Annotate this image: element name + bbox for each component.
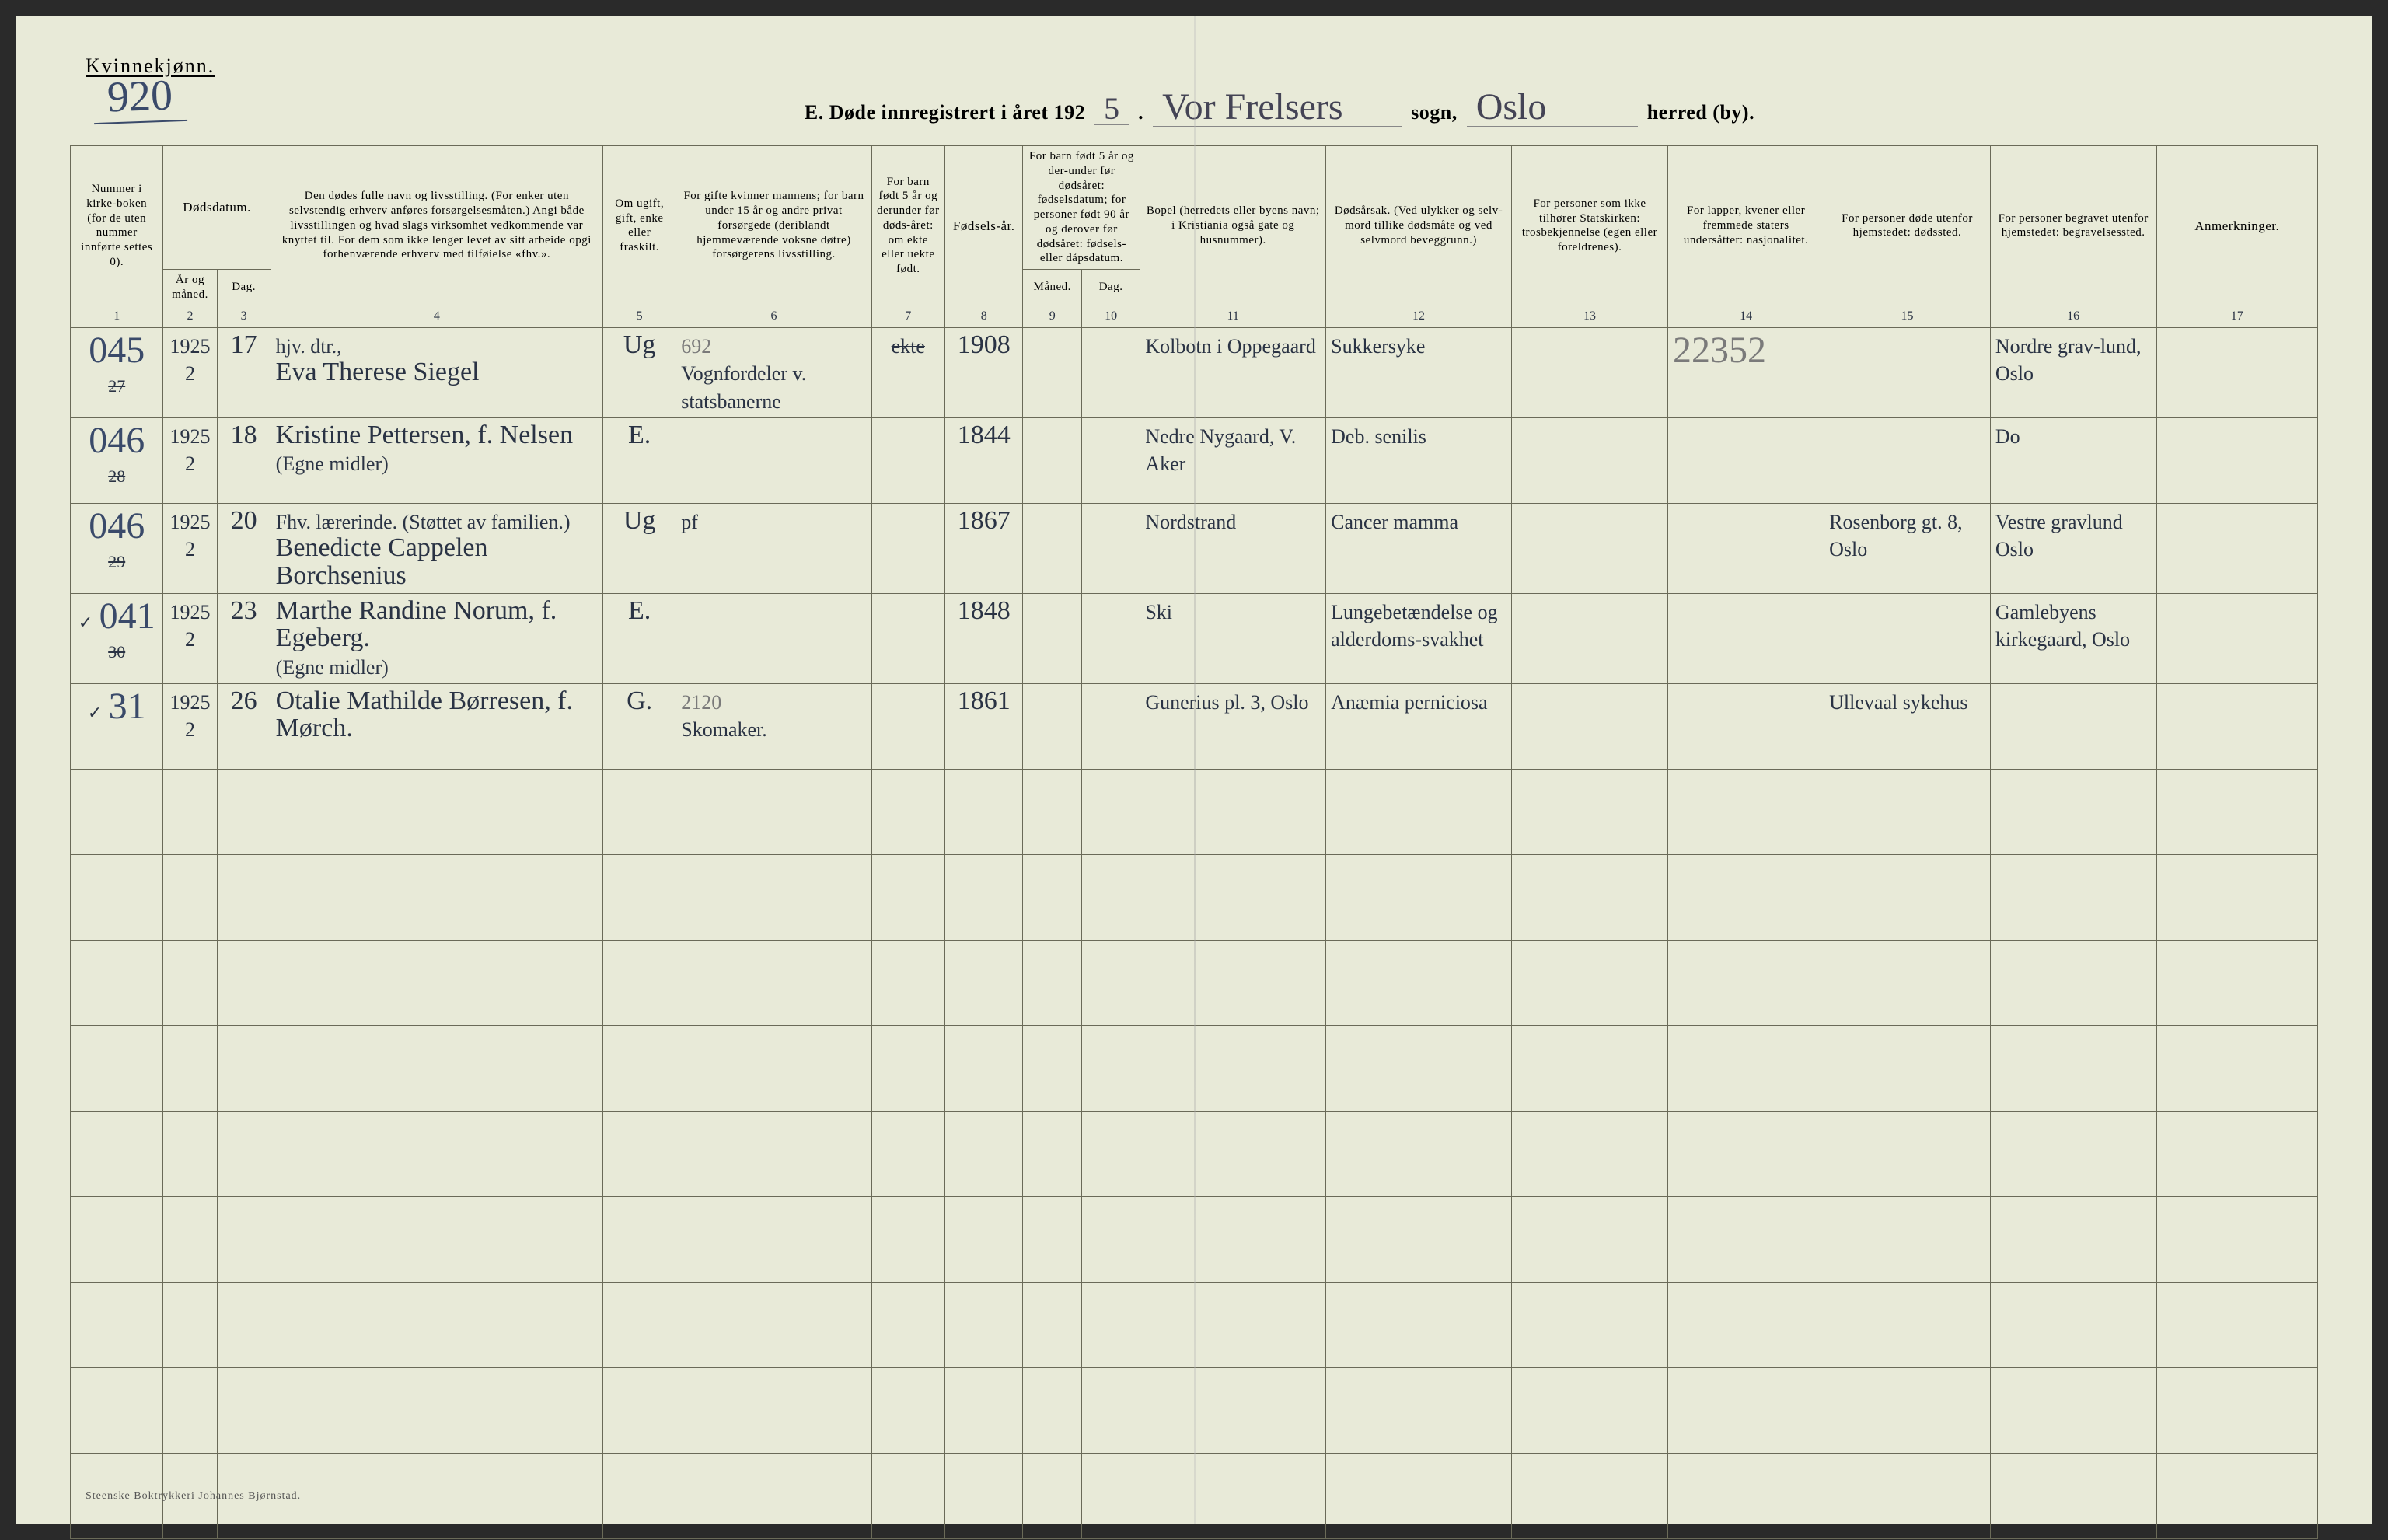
page-number: 920 (93, 70, 187, 124)
col-9b: Dag. (1081, 270, 1140, 306)
table-row (71, 1453, 2318, 1538)
col-16: For personer begravet utenfor hjemstedet… (1990, 146, 2156, 306)
col-4: Den dødes fulle navn og livsstilling. (F… (271, 146, 602, 306)
col-8: Fødsels-år. (944, 146, 1023, 306)
table-row (71, 854, 2318, 940)
table-row (71, 1111, 2318, 1196)
table-row: 046291925220Fhv. lærerinde. (Støttet av … (71, 503, 2318, 593)
table-row (71, 1282, 2318, 1367)
column-numbers: 1 2 3 4 5 6 7 8 9 10 11 12 13 14 15 16 1… (71, 306, 2318, 327)
col-9-top: For barn født 5 år og der-under før døds… (1023, 146, 1140, 270)
col-2-top: Dødsdatum. (163, 146, 271, 270)
header-top: Kvinnekjønn. (70, 54, 2318, 78)
table-row (71, 940, 2318, 1025)
table-row: ✓ 311925226Otalie Mathilde Børresen, f. … (71, 683, 2318, 769)
col-1: Nummer i kirke-boken (for de uten nummer… (71, 146, 163, 306)
sogn-value: Vor Frelsers (1153, 89, 1402, 127)
table-row: 046281925218Kristine Pettersen, f. Nelse… (71, 417, 2318, 503)
col-7: For barn født 5 år og derunder før døds-… (871, 146, 944, 306)
col-12: Dødsårsak. (Ved ulykker og selv-mord til… (1326, 146, 1512, 306)
ledger-table: Nummer i kirke-boken (for de uten nummer… (70, 145, 2318, 1539)
table-row: 045271925217hjv. dtr.,Eva Therese Siegel… (71, 327, 2318, 417)
table-row (71, 1196, 2318, 1282)
herred-value: Oslo (1467, 89, 1638, 127)
sogn-label: sogn, (1411, 101, 1458, 124)
table-row: ✓ 041301925223Marthe Randine Norum, f. E… (71, 593, 2318, 683)
year-suffix: 5 (1094, 93, 1129, 125)
ledger-page: Kvinnekjønn. 920 E. Døde innregistrert i… (16, 16, 2372, 1524)
col-9a: Måned. (1023, 270, 1081, 306)
col-15: For personer døde utenfor hjemstedet: dø… (1824, 146, 1991, 306)
col-2b: Dag. (217, 270, 271, 306)
printer-footer: Steenske Boktrykkeri Johannes Bjørnstad. (86, 1490, 301, 1503)
col-17: Anmerkninger. (2156, 146, 2318, 306)
col-5: Om ugift, gift, enke eller fraskilt. (603, 146, 676, 306)
title-prefix: E. Døde innregistrert i året 192 (805, 101, 1085, 124)
table-row (71, 769, 2318, 854)
col-13: For personer som ikke tilhører Statskirk… (1511, 146, 1667, 306)
table-row (71, 1367, 2318, 1453)
col-2a: År og måned. (163, 270, 217, 306)
col-14: For lapper, kvener eller fremmede stater… (1668, 146, 1824, 306)
col-11: Bopel (herredets eller byens navn; i Kri… (1140, 146, 1326, 306)
col-6: For gifte kvinner mannens; for barn unde… (676, 146, 871, 306)
title-row: E. Døde innregistrert i året 192 5 . Vor… (241, 84, 2318, 145)
table-body: 1 2 3 4 5 6 7 8 9 10 11 12 13 14 15 16 1… (71, 306, 2318, 1538)
herred-label: herred (by). (1647, 101, 1754, 124)
table-head: Nummer i kirke-boken (for de uten nummer… (71, 146, 2318, 306)
table-row (71, 1025, 2318, 1111)
